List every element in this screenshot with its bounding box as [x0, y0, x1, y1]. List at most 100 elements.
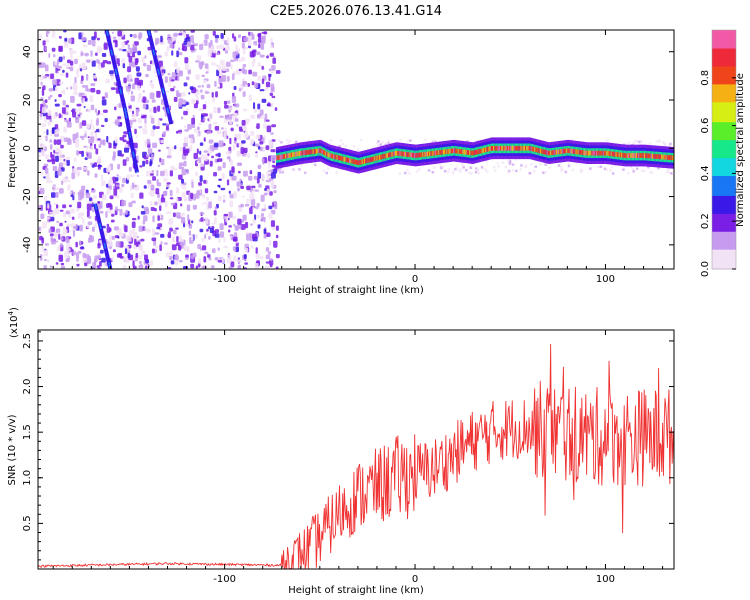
spectrogram-cell [240, 224, 246, 230]
spectrogram-cell [219, 231, 225, 238]
ridge-cell [585, 150, 587, 156]
ridge-cell [570, 148, 573, 154]
ridge-cell [537, 148, 540, 153]
spectrogram-cell [116, 194, 120, 199]
spectrogram-cell [135, 58, 139, 64]
spectrogram-cell [480, 166, 484, 169]
spectrogram-cell [91, 60, 96, 67]
ridge-cell [611, 151, 614, 157]
spectrogram-cell [100, 124, 105, 127]
spectrogram-cell [95, 140, 98, 143]
spectrogram-cell [360, 138, 363, 142]
spectrogram-cell [178, 162, 184, 167]
spectrogram-cell [199, 175, 203, 182]
spectrogram-cell [131, 200, 136, 204]
spectrogram-cell [132, 43, 135, 49]
spectrogram-cell [60, 144, 64, 149]
spectrogram-cell [190, 192, 194, 199]
spectrogram-cell [542, 171, 545, 174]
spectrogram-cell [137, 85, 141, 91]
spectrogram-cell [544, 163, 547, 166]
spectrogram-cell [97, 267, 101, 269]
spectrogram-cell [109, 234, 112, 242]
spectrogram-cell [223, 132, 227, 140]
spectrogram-cell [204, 251, 209, 255]
spectrogram-cell [224, 114, 229, 120]
spectrogram-cell [63, 40, 69, 48]
ridge-cell [458, 149, 461, 154]
ridge-cell [437, 150, 439, 156]
spectrogram-cell [239, 178, 243, 181]
ridge-cell [380, 154, 382, 160]
spectrogram-cell [95, 52, 98, 56]
spectrogram-cell [41, 106, 47, 114]
ridge-cell [298, 151, 301, 156]
spectrogram-cell [200, 89, 203, 93]
spectrogram-cell [275, 266, 279, 269]
ridge-cell [566, 148, 568, 154]
spectrogram-cell [261, 37, 266, 44]
ridge-cell [417, 152, 420, 158]
spectrogram-cell [74, 76, 77, 84]
spectrogram-cell [632, 170, 635, 173]
ridge-cell [594, 150, 597, 156]
ridge-cell [450, 148, 453, 154]
spectrogram-cell [160, 241, 163, 245]
ridge-cell [481, 148, 484, 154]
spectrogram-cell [54, 99, 57, 102]
spectrogram-cell [87, 152, 92, 159]
ridge-cell [662, 154, 664, 160]
spectrogram-cell [217, 260, 223, 263]
ridge-cell [301, 150, 303, 156]
ridge-cell [648, 153, 650, 159]
spectrogram-cell [109, 74, 114, 77]
spectrogram-cell [270, 181, 275, 189]
ridge-cell [625, 153, 627, 158]
spectrogram-cell [101, 99, 107, 106]
spectrogram-cell [251, 140, 255, 144]
spectrogram-cell [344, 144, 348, 148]
spectrogram-cell [138, 93, 142, 99]
spectrogram-cell [231, 166, 235, 173]
spectrogram-cell [270, 169, 273, 174]
spectrogram-cell [268, 139, 272, 146]
spectrogram-cell [76, 263, 80, 267]
spectrogram-cell [211, 155, 214, 159]
spectrogram-cell [58, 113, 62, 119]
spectrogram-cell [122, 177, 126, 184]
ridge-cell [522, 145, 525, 151]
ridge-cell [561, 149, 564, 154]
spectrogram-cell [66, 87, 69, 90]
spectrogram-cell [111, 256, 114, 261]
spectrogram-cell [622, 168, 625, 171]
spectrogram-cell [279, 166, 282, 170]
spectrogram-cell [116, 174, 119, 177]
spectrogram-cell [288, 139, 291, 143]
spectrogram-cell [109, 70, 114, 75]
spectrogram-cell [158, 60, 163, 68]
ridge-cell [288, 153, 290, 158]
spectrogram-cell [256, 203, 260, 208]
colorbar-swatch [712, 199, 736, 202]
ridge-cell [358, 160, 360, 166]
spectrogram-cell [47, 109, 52, 116]
spectrogram-cell [263, 232, 267, 239]
ridge-cell [468, 150, 470, 155]
spectrogram-cell [268, 68, 272, 72]
spectrogram-cell [40, 97, 44, 100]
spectrogram-cell [97, 242, 101, 249]
spectrogram-cell [122, 63, 126, 69]
spectrogram-cell [93, 135, 98, 141]
spectrogram-cell [99, 261, 102, 267]
spectrogram-cell [131, 83, 135, 90]
ridge-cell [415, 153, 417, 158]
colorbar-swatch [712, 117, 736, 121]
colorbar-swatch [712, 115, 736, 119]
spectrogram-cell [183, 82, 188, 87]
spectrogram-cell [142, 160, 146, 167]
spectrogram-cell [227, 75, 230, 82]
spectrogram-cell [130, 95, 135, 102]
spectrogram-cell [221, 257, 225, 264]
spectrogram-cell [136, 135, 138, 138]
ridge-cell [345, 157, 348, 163]
